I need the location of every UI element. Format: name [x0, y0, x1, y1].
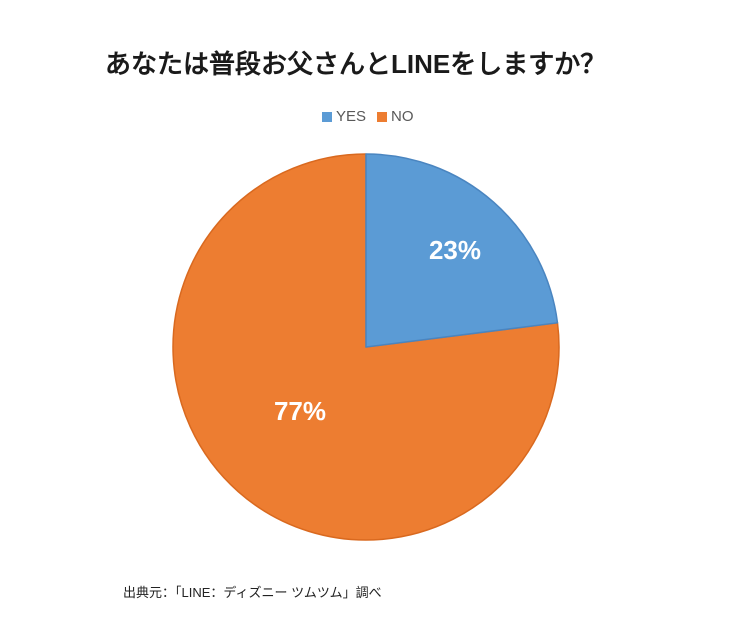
svg-text:77%: 77%: [274, 396, 326, 426]
svg-text:23%: 23%: [429, 235, 481, 265]
